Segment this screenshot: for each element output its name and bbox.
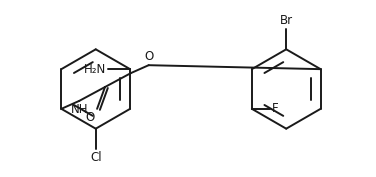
Text: O: O	[86, 111, 95, 124]
Text: O: O	[144, 50, 153, 63]
Text: Cl: Cl	[90, 150, 102, 164]
Text: NH: NH	[70, 103, 88, 116]
Text: Br: Br	[280, 15, 293, 27]
Text: H₂N: H₂N	[84, 63, 106, 76]
Text: F: F	[272, 102, 278, 115]
